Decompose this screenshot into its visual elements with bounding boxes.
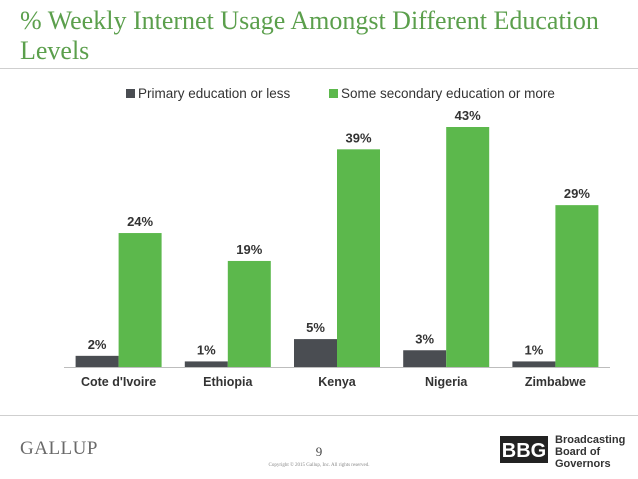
bar	[555, 205, 599, 367]
legend-label-primary: Primary education or less	[138, 86, 291, 101]
title-divider	[0, 68, 638, 69]
gallup-logo: GALLUP	[20, 438, 98, 459]
data-label: 39%	[345, 130, 371, 145]
bar	[337, 149, 380, 367]
data-label: 24%	[127, 214, 153, 229]
copyright-notice: Copyright © 2015 Gallup, Inc. All rights…	[268, 463, 370, 468]
bbg-logo-icon: BBG	[500, 436, 548, 463]
bar	[184, 361, 228, 367]
data-label: 2%	[88, 337, 107, 352]
data-label: 5%	[306, 320, 325, 335]
x-tick-label: Zimbabwe	[525, 375, 586, 389]
bbg-logo-text: BBG	[502, 440, 546, 462]
bbg-name-line-1: Broadcasting	[555, 434, 626, 446]
bbg-name-line-2: Board of	[555, 446, 601, 458]
page-title: % Weekly Internet Usage Amongst Differen…	[20, 6, 599, 65]
legend-swatch-primary	[126, 89, 135, 98]
bar	[403, 350, 447, 367]
bar	[118, 233, 162, 367]
bar	[446, 127, 490, 367]
legend-item-secondary: Some secondary education or more	[329, 86, 555, 101]
x-tick-label: Ethiopia	[203, 375, 253, 389]
x-tick-label: Cote d'Ivoire	[81, 375, 156, 389]
page-number: 9	[315, 444, 323, 459]
bar	[75, 355, 119, 367]
data-label: 19%	[236, 242, 262, 257]
x-tick-label: Kenya	[318, 375, 357, 389]
legend-swatch-secondary	[329, 89, 338, 98]
x-tick-label: Nigeria	[425, 375, 468, 389]
footer-divider	[0, 415, 638, 416]
bar	[227, 260, 271, 367]
bar	[512, 361, 556, 367]
legend-label-secondary: Some secondary education or more	[341, 86, 555, 101]
bbg-name: Broadcasting Board of Governors	[555, 434, 625, 470]
legend-item-primary: Primary education or less	[126, 86, 290, 101]
data-label: 29%	[564, 186, 590, 201]
data-label: 3%	[415, 331, 434, 346]
data-label: 43%	[455, 108, 481, 123]
bar	[294, 339, 337, 367]
bbg-name-line-3: Governors	[555, 458, 611, 470]
chart-legend: Primary education or less Some secondary…	[0, 86, 638, 102]
data-label: 1%	[525, 342, 544, 357]
data-label: 1%	[197, 342, 216, 357]
